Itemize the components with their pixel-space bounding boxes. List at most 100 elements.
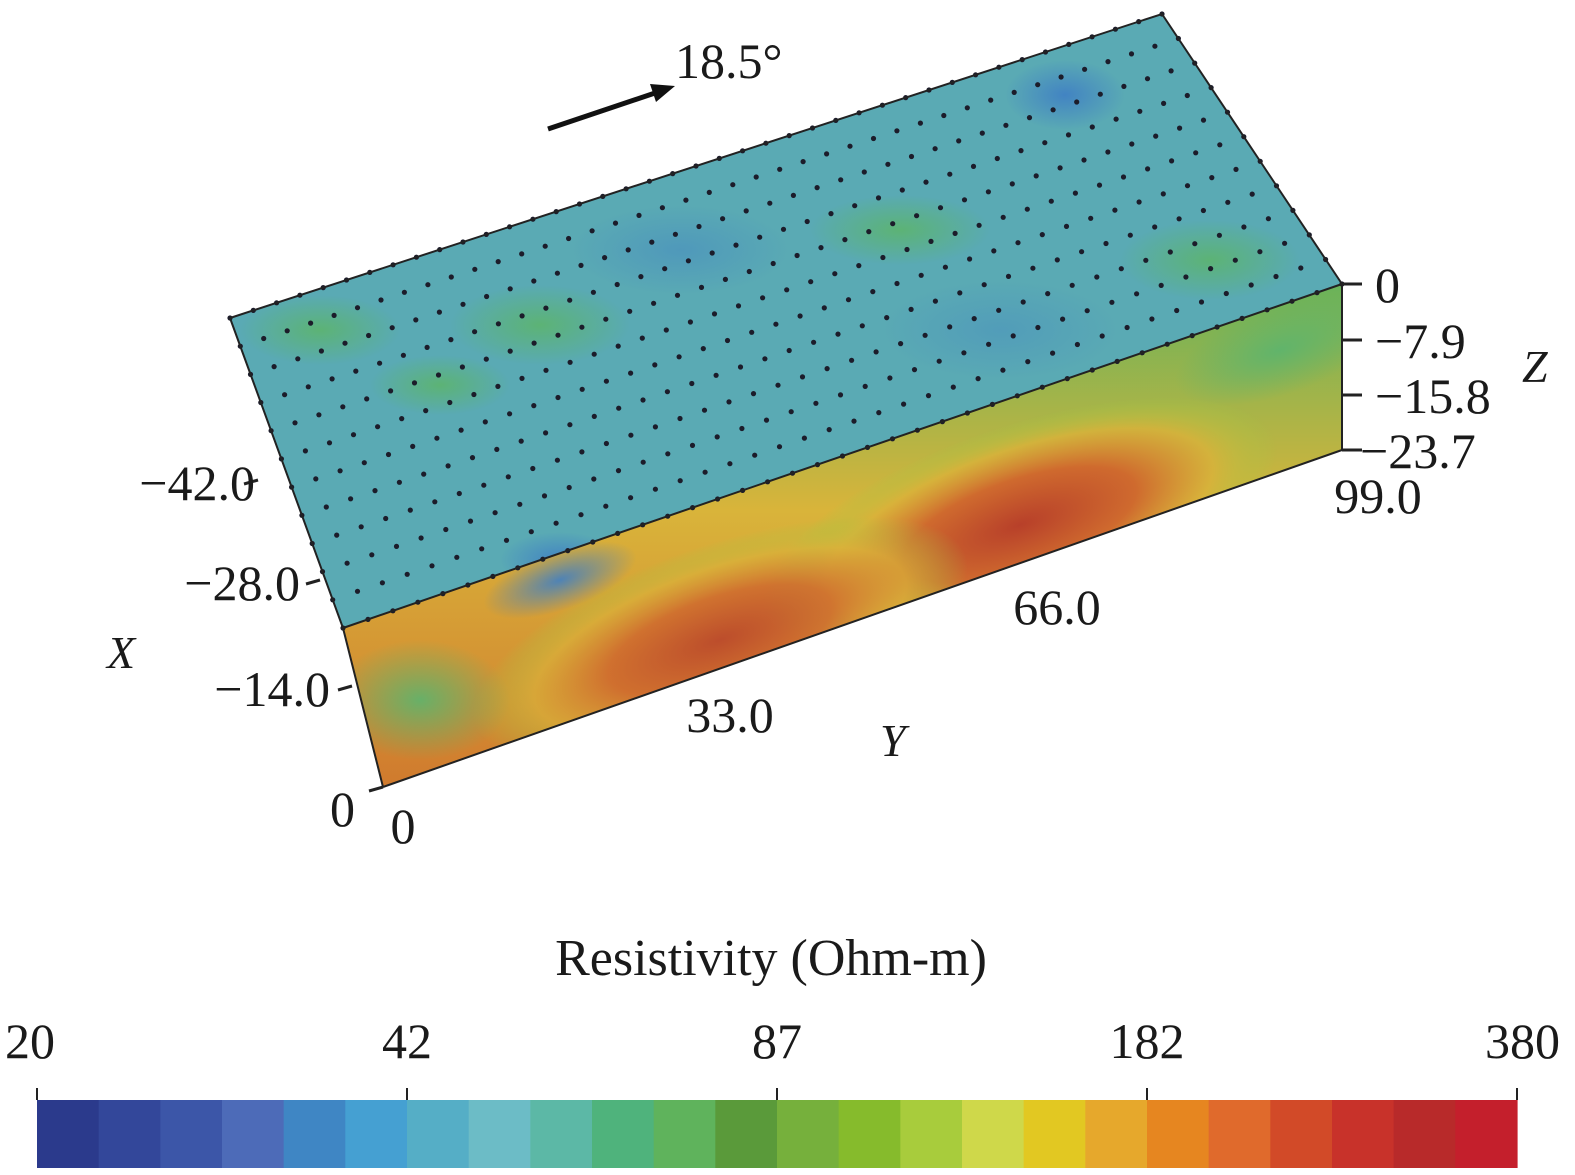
electrode-dot bbox=[925, 393, 932, 399]
electrode-dot bbox=[566, 235, 572, 242]
electrode-dot bbox=[652, 486, 659, 492]
electrode-dot bbox=[1018, 148, 1024, 154]
electrode-dot bbox=[862, 383, 868, 389]
electrode-dot bbox=[410, 443, 416, 449]
electrode-dot bbox=[861, 169, 867, 175]
electrode-dot bbox=[720, 216, 726, 222]
electrode-dot bbox=[479, 546, 485, 552]
electrode-dot bbox=[372, 488, 378, 494]
electrode-dot bbox=[1105, 59, 1111, 65]
electrode-dot bbox=[1058, 74, 1064, 80]
electrode-dot bbox=[1069, 282, 1075, 288]
electrode-dot bbox=[985, 189, 992, 195]
electrode-dot bbox=[1145, 166, 1151, 172]
electrode-dot bbox=[775, 382, 781, 388]
electrode-dot bbox=[901, 401, 907, 407]
electrode-dot bbox=[316, 412, 322, 418]
electrode-dot bbox=[737, 364, 744, 370]
electrode-dot bbox=[752, 452, 758, 458]
electrode-dot bbox=[1054, 257, 1060, 263]
electrode-dot bbox=[1020, 299, 1026, 305]
electrode-dot bbox=[459, 364, 465, 370]
electrode-dot bbox=[780, 226, 787, 232]
electrode-dot bbox=[628, 495, 634, 501]
z-tick-label: 0 bbox=[1375, 257, 1400, 313]
electrode-dot bbox=[435, 372, 442, 378]
electrode-dot bbox=[932, 298, 939, 304]
electrode-dot bbox=[1241, 224, 1247, 230]
electrode-dot bbox=[1103, 240, 1109, 247]
electrode-dot bbox=[1200, 117, 1207, 123]
electrode-dot bbox=[730, 182, 736, 188]
colorbar-swatch bbox=[1147, 1100, 1210, 1168]
electrode-dot bbox=[396, 479, 402, 485]
colorbar-swatch bbox=[407, 1100, 470, 1168]
electrode-dot bbox=[1057, 165, 1063, 171]
electrode-dot bbox=[714, 434, 720, 440]
electrode-dot bbox=[1149, 316, 1155, 322]
y-tick-label: 66.0 bbox=[1013, 579, 1101, 635]
electrode-dot bbox=[1003, 122, 1009, 128]
electrode-dot bbox=[1030, 265, 1036, 271]
electrode-dot bbox=[852, 203, 858, 209]
electrode-dot bbox=[814, 185, 820, 191]
electrode-dot bbox=[1216, 232, 1222, 238]
electrode-dot bbox=[1232, 257, 1238, 263]
electrode-dot bbox=[1112, 207, 1118, 213]
electrode-dot bbox=[503, 537, 510, 543]
electrode-dot bbox=[1011, 89, 1017, 95]
electrode-dot bbox=[652, 424, 659, 430]
electrode-dot bbox=[1136, 199, 1142, 205]
z-tick-label: −15.8 bbox=[1375, 368, 1491, 424]
electrode-dot bbox=[1094, 274, 1100, 280]
electrode-dot bbox=[724, 337, 731, 344]
colorbar-swatch bbox=[37, 1100, 100, 1168]
electrode-dot bbox=[1015, 240, 1021, 246]
electrode-dot bbox=[393, 543, 400, 550]
electrode-dot bbox=[875, 195, 882, 201]
electrode-dot bbox=[870, 135, 877, 142]
electrode-dot bbox=[698, 284, 705, 290]
electrode-dot bbox=[1152, 43, 1158, 49]
electrode-dot bbox=[579, 449, 585, 455]
colorbar-swatch bbox=[1455, 1100, 1518, 1168]
electrode-dot bbox=[377, 360, 383, 366]
electrode-dot bbox=[994, 155, 1000, 162]
colorbar-tick-label: 20 bbox=[5, 1013, 55, 1069]
x-tick-label: −42.0 bbox=[139, 455, 255, 511]
electrode-dot bbox=[454, 554, 460, 560]
electrode-dot bbox=[942, 264, 949, 270]
electrode-dot bbox=[472, 266, 478, 272]
electrode-dot bbox=[1174, 307, 1180, 314]
colorbar-swatch bbox=[900, 1100, 963, 1168]
colorbar-swatch bbox=[160, 1100, 223, 1168]
electrode-dot bbox=[908, 153, 915, 160]
electrode-dot bbox=[425, 282, 431, 288]
electrode-dot bbox=[378, 297, 384, 303]
electrode-dot bbox=[531, 340, 537, 346]
electrode-dot bbox=[354, 305, 361, 311]
electrode-dot bbox=[1121, 83, 1127, 89]
electrode-dot bbox=[1065, 132, 1072, 138]
electrode-dot bbox=[366, 332, 372, 339]
electrode-dot bbox=[531, 278, 537, 284]
electrode-dot bbox=[689, 380, 695, 387]
colorbar-swatch bbox=[1393, 1100, 1456, 1168]
electrode-dot bbox=[753, 174, 759, 180]
electrode-dot bbox=[1127, 232, 1133, 238]
electrode-dot bbox=[1265, 216, 1271, 222]
electrode-dot bbox=[952, 230, 958, 236]
z-tick-label: −23.7 bbox=[1360, 423, 1476, 479]
electrode-dot bbox=[979, 130, 985, 136]
electrode-dot bbox=[389, 325, 395, 331]
electrode-dot bbox=[423, 408, 429, 414]
electrode-dot bbox=[295, 356, 301, 362]
electrode-dot bbox=[1010, 333, 1016, 339]
electrode-dot bbox=[856, 263, 862, 269]
electrode-dot bbox=[956, 138, 962, 144]
electrode-dot bbox=[448, 337, 454, 343]
colorbar-tick-label: 380 bbox=[1485, 1013, 1560, 1069]
electrode-dot bbox=[700, 346, 706, 352]
electrode-dot bbox=[859, 323, 865, 329]
electrode-dot bbox=[578, 512, 584, 518]
